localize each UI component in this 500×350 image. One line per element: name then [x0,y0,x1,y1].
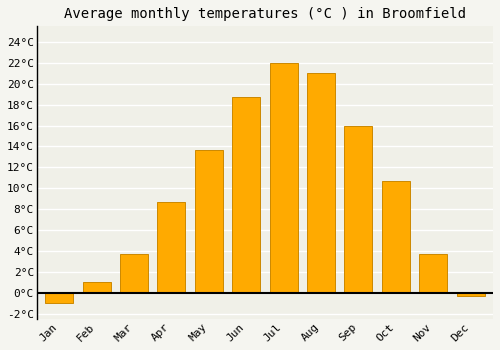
Bar [344,126,372,293]
Bar [45,293,73,303]
Bar [270,63,297,293]
Title: Average monthly temperatures (°C ) in Broomfield: Average monthly temperatures (°C ) in Br… [64,7,466,21]
Bar [120,254,148,293]
Bar [419,254,447,293]
Bar [307,73,335,293]
Bar [232,97,260,293]
Bar [456,293,484,296]
Bar [82,282,110,293]
Bar [158,202,186,293]
Bar [195,149,223,293]
Bar [382,181,410,293]
